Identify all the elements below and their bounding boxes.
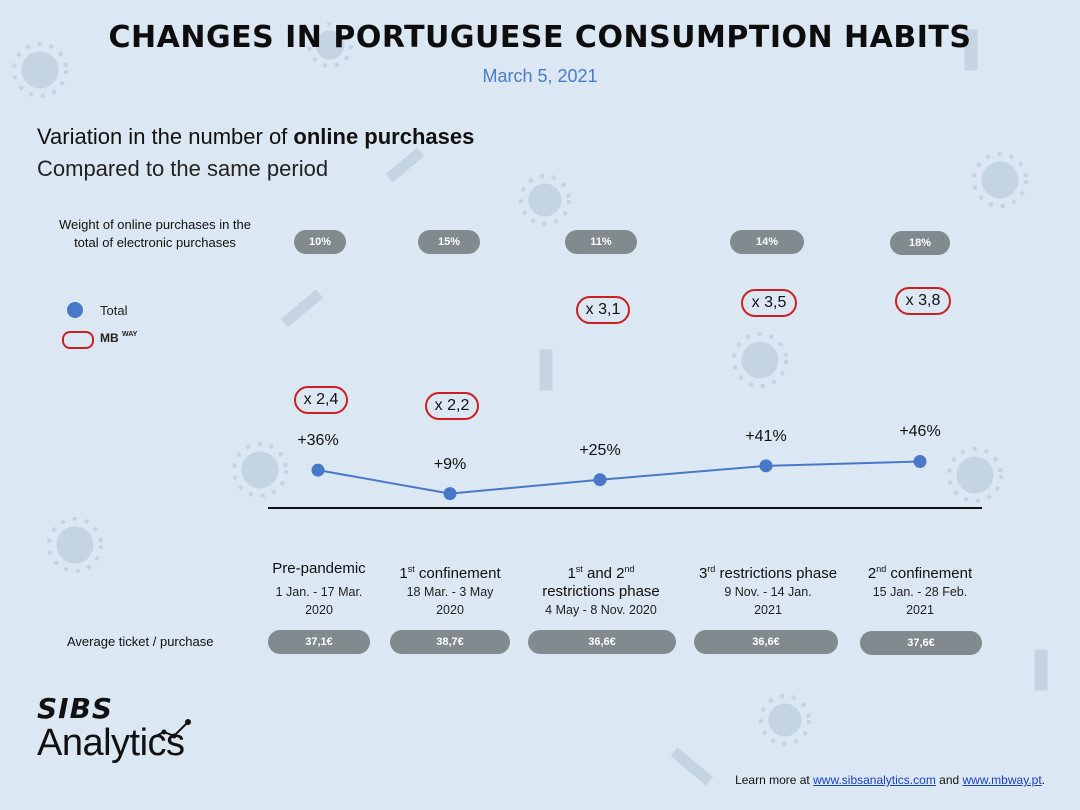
data-label: +41%: [745, 427, 787, 445]
data-label: +36%: [297, 432, 339, 450]
analytics-logo: Analytics: [37, 722, 185, 764]
chart-subtitle-secondary: Compared to the same period: [37, 156, 329, 181]
page-title: CHANGES IN PORTUGUESE CONSUMPTION HABITS: [108, 20, 972, 55]
period-date-range: 15 Jan. - 28 Feb.: [872, 585, 968, 599]
legend-mbway-marker: [62, 331, 94, 349]
ticket-pill: 37,6€: [860, 631, 982, 655]
data-point: [443, 487, 457, 501]
mbway-multiplier: x 2,4: [294, 386, 348, 414]
data-label: +46%: [899, 423, 941, 441]
period-name-3rd-restrictions: 3rd restrictions phase: [698, 564, 838, 582]
ticket-pill: 36,6€: [694, 630, 838, 654]
subtitle-bold: online purchases: [293, 124, 475, 149]
weight-pill: 18%: [890, 231, 950, 255]
weight-pill: 11%: [565, 230, 637, 254]
period-dates: 4 May - 8 Nov. 2020: [520, 601, 682, 619]
mbway-multiplier: x 3,8: [895, 287, 951, 315]
period-date-year: 2021: [906, 603, 934, 617]
period-date-year: 2020: [436, 603, 464, 617]
footer-middle: and: [935, 773, 963, 787]
data-label: +25%: [579, 441, 621, 459]
period-date-range: 4 May - 8 Nov. 2020: [545, 603, 657, 617]
ticket-pill: 38,7€: [390, 630, 510, 654]
mbway-logo: MB WAY: [100, 331, 137, 345]
data-point: [913, 454, 927, 468]
subtitle-prefix: Variation in the number of: [37, 124, 294, 149]
data-point: [759, 459, 773, 473]
chart-subtitle: Variation in the number of online purcha…: [37, 124, 474, 150]
weight-pill: 15%: [418, 230, 480, 254]
data-point: [311, 463, 325, 477]
mbway-multiplier: x 3,5: [741, 289, 797, 317]
period-dates: 15 Jan. - 28 Feb. 2021: [850, 583, 990, 619]
period-date-range: 9 Nov. - 14 Jan.: [724, 585, 812, 599]
page-date: March 5, 2021: [482, 66, 598, 86]
footer-suffix: .: [1041, 773, 1045, 787]
period-name-1st-confinement: 1st confinement: [399, 564, 501, 582]
data-label: +9%: [433, 455, 467, 473]
sibs-logo: SIBS: [37, 692, 114, 725]
footer-note: Learn more at www.sibsanalytics.com and …: [735, 773, 1045, 787]
mbway-logo-small: WAY: [122, 331, 138, 338]
ticket-pill: 36,6€: [528, 630, 676, 654]
data-point: [593, 473, 607, 487]
mbway-multiplier: x 2,2: [425, 392, 479, 420]
period-dates: 1 Jan. - 17 Mar. 2020: [255, 583, 383, 619]
legend-total-label: Total: [100, 303, 128, 318]
period-dates: 18 Mar. - 3 May 2020: [380, 583, 520, 619]
period-date-year: 2020: [305, 603, 333, 617]
weight-pill: 14%: [730, 230, 804, 254]
average-ticket-label: Average ticket / purchase: [67, 634, 214, 649]
online-weight-label: Weight of online purchases in the total …: [59, 217, 251, 250]
period-dates: 9 Nov. - 14 Jan. 2021: [688, 583, 848, 619]
ticket-pill: 37,1€: [268, 630, 370, 654]
mbway-multiplier: x 3,1: [576, 296, 630, 324]
logo-network-icon: [151, 719, 191, 739]
weight-pill: 10%: [294, 230, 346, 254]
sibsanalytics-link[interactable]: www.sibsanalytics.com: [813, 773, 936, 787]
period-name-1st-2nd-restrictions: 1st and 2nd restrictions phase: [542, 564, 660, 600]
mbway-logo-main: MB: [100, 331, 119, 345]
footer-prefix: Learn more at: [735, 773, 814, 787]
period-name-2nd-confinement: 2nd confinement: [867, 564, 973, 582]
period-name-pre-pandemic: Pre-pandemic: [272, 560, 366, 577]
legend-total-marker: [67, 302, 83, 318]
mbway-link[interactable]: www.mbway.pt: [962, 773, 1042, 787]
period-date-range: 18 Mar. - 3 May: [406, 585, 494, 599]
series-line-total: [317, 460, 921, 495]
period-date-range: 1 Jan. - 17 Mar.: [275, 585, 363, 599]
period-date-year: 2021: [754, 603, 782, 617]
